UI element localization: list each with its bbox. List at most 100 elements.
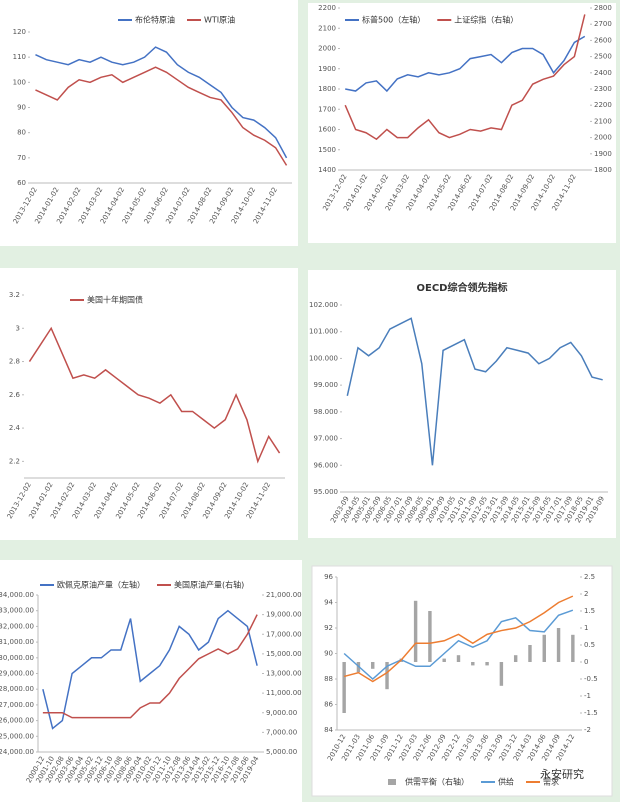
bar xyxy=(471,662,475,666)
y2-tick-label: 0 xyxy=(584,658,588,666)
y-tick-label: 2.6 xyxy=(9,391,21,399)
series-line xyxy=(42,609,258,730)
bar xyxy=(456,655,461,662)
y-tick-label: 2000 xyxy=(318,45,336,53)
legend-label: 需求 xyxy=(543,777,559,787)
legend-label: 供给 xyxy=(498,777,514,787)
y2-tick-label: 9,000.00 xyxy=(266,709,297,717)
y-tick-label: 86 xyxy=(324,701,333,709)
y-tick-label: 60 xyxy=(17,179,26,187)
y-tick-label: 29,000.00 xyxy=(0,670,34,678)
y2-tick-label: 2800 xyxy=(594,4,612,12)
series-line xyxy=(28,326,281,464)
bar xyxy=(571,634,575,662)
y-tick-label: 101.000 xyxy=(309,328,338,336)
legend-label: 欧佩克原油产量（左轴） xyxy=(57,580,145,590)
y-tick-label: 25,000.00 xyxy=(0,732,34,740)
y-tick-label: 102.000 xyxy=(309,301,338,309)
y-tick-label: 90 xyxy=(324,650,333,658)
y2-tick-label: 2000 xyxy=(594,134,612,142)
legend-label: 布伦特原油 xyxy=(135,15,175,25)
y2-tick-label: 5,000.00 xyxy=(266,748,297,756)
chart-title: OECD综合领先指标 xyxy=(417,281,508,294)
y-tick-label: 1900 xyxy=(318,65,336,73)
y2-tick-label: 11,000.00 xyxy=(266,689,302,697)
y-tick-label: 1700 xyxy=(318,105,336,113)
legend-swatch xyxy=(388,779,396,785)
y-tick-label: 70 xyxy=(17,154,26,162)
y2-tick-label: 1 xyxy=(584,624,588,632)
y-tick-label: 34,000.00 xyxy=(0,591,34,599)
y-tick-label: 98.000 xyxy=(314,408,339,416)
series-line xyxy=(35,66,288,166)
y-tick-label: 80 xyxy=(17,129,26,137)
y2-tick-label: 2100 xyxy=(594,117,612,125)
y-tick-label: 2.2 xyxy=(9,457,20,465)
y-tick-label: 94 xyxy=(324,599,333,607)
y2-tick-label: 2200 xyxy=(594,101,612,109)
y-tick-label: 26,000.00 xyxy=(0,717,34,725)
y2-tick-label: 1800 xyxy=(594,166,612,174)
legend-label: 美国原油产量(右轴) xyxy=(174,580,244,590)
y-tick-label: 97.000 xyxy=(314,435,339,443)
panel xyxy=(0,560,302,802)
y2-tick-label: 2700 xyxy=(594,20,612,28)
y-tick-label: 100 xyxy=(13,78,26,86)
y-tick-label: 96 xyxy=(324,573,333,581)
y2-tick-label: 7,000.00 xyxy=(266,728,297,736)
legend-label: 上证综指（右轴） xyxy=(454,15,518,25)
y2-tick-label: -2 xyxy=(584,726,591,734)
legend-label: 美国十年期国债 xyxy=(87,295,143,305)
bar xyxy=(513,655,518,662)
series-line xyxy=(345,35,586,93)
y2-tick-label: 2300 xyxy=(594,85,612,93)
bar xyxy=(428,611,432,662)
y2-tick-label: -1.5 xyxy=(584,709,598,717)
y-tick-label: 95.000 xyxy=(314,488,339,496)
bar xyxy=(371,662,375,669)
y-tick-label: 27,000.00 xyxy=(0,701,34,709)
y2-tick-label: 2500 xyxy=(594,53,612,61)
y2-tick-label: 2.5 xyxy=(584,573,595,581)
y-tick-label: 88 xyxy=(324,675,333,683)
y-tick-label: 1800 xyxy=(318,85,336,93)
series-line xyxy=(344,14,586,141)
y-tick-label: 1600 xyxy=(318,126,336,134)
panel xyxy=(0,268,298,540)
bar xyxy=(499,662,504,686)
bar xyxy=(442,658,446,662)
y-tick-label: 92 xyxy=(324,624,333,632)
bar xyxy=(385,662,389,690)
bar xyxy=(485,662,489,666)
legend-label: 标普500（左轴） xyxy=(362,15,425,25)
y-tick-label: 24,000.00 xyxy=(0,748,34,756)
panel xyxy=(308,3,616,243)
y-tick-label: 2100 xyxy=(318,24,336,32)
y-tick-label: 2.8 xyxy=(9,358,20,366)
y2-tick-label: 2600 xyxy=(594,36,612,44)
y2-tick-label: -0.5 xyxy=(584,675,598,683)
y2-tick-label: 2 xyxy=(584,590,588,598)
y2-tick-label: -1 xyxy=(584,692,591,700)
y2-tick-label: 21,000.00 xyxy=(266,591,302,599)
bar xyxy=(542,634,546,662)
y-tick-label: 96.000 xyxy=(314,461,339,469)
series-line xyxy=(42,614,258,719)
y-tick-label: 110 xyxy=(13,53,26,61)
panel xyxy=(308,270,616,538)
y2-tick-label: 0.5 xyxy=(584,641,595,649)
y-tick-label: 3.2 xyxy=(9,291,20,299)
y-tick-label: 2200 xyxy=(318,4,336,12)
y2-tick-label: 1.5 xyxy=(584,607,595,615)
y-tick-label: 3 xyxy=(16,324,20,332)
y-tick-label: 120 xyxy=(13,28,26,36)
y2-tick-label: 15,000.00 xyxy=(266,650,302,658)
watermark: 永安研究 xyxy=(540,767,584,781)
y-tick-label: 32,000.00 xyxy=(0,622,34,630)
y-tick-label: 99.000 xyxy=(314,381,339,389)
y-tick-label: 90 xyxy=(17,104,26,112)
y2-tick-label: 13,000.00 xyxy=(266,670,302,678)
y2-tick-label: 1900 xyxy=(594,150,612,158)
series-line xyxy=(346,317,603,466)
